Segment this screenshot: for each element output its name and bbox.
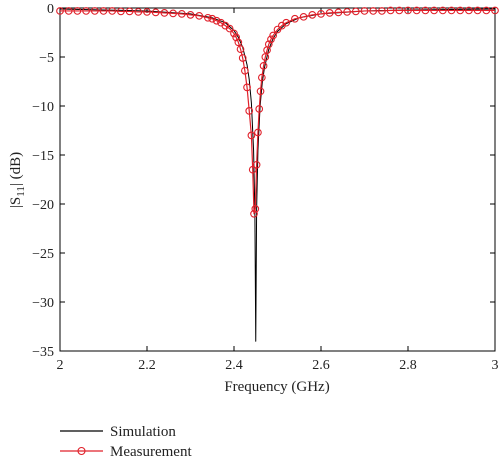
measurement-point	[108, 7, 117, 15]
measurement-point	[234, 38, 243, 47]
measurement-point	[351, 7, 360, 16]
measurement-point	[225, 24, 234, 33]
measurement-point	[177, 10, 186, 18]
measurement-point	[245, 107, 254, 115]
measurement-point	[378, 7, 386, 15]
measurement-point	[360, 7, 369, 15]
series-layer	[56, 6, 499, 342]
measurement-point	[117, 7, 125, 16]
measurement-point	[250, 209, 258, 218]
y-tick-label: −10	[32, 100, 54, 115]
measurement-point	[208, 14, 217, 23]
legend-marker-measurement	[77, 446, 86, 456]
measurement-point	[82, 7, 90, 15]
measurement-point	[261, 53, 270, 61]
x-tick-label: 2.8	[399, 358, 417, 373]
y-tick-label: −5	[39, 51, 54, 66]
measurement-point	[236, 45, 245, 54]
measurement-point	[256, 87, 265, 96]
measurement-point	[269, 31, 278, 40]
measurement-point	[456, 6, 465, 15]
measurement-point	[491, 6, 499, 15]
measurement-point	[395, 6, 404, 15]
measurement-point	[238, 54, 247, 62]
measurement-point	[282, 18, 291, 27]
measurement-point	[134, 8, 143, 16]
measurement-point	[232, 33, 241, 42]
measurement-point	[151, 8, 160, 17]
measurement-point	[255, 105, 264, 113]
x-tick-label: 2.6	[312, 358, 330, 373]
measurement-point	[241, 66, 249, 75]
measurement-point	[473, 6, 482, 15]
measurement-point	[56, 7, 64, 15]
measurement-point	[273, 25, 282, 34]
y-tick-label: −30	[32, 296, 54, 311]
measurement-point	[99, 7, 108, 15]
measurement-point	[204, 13, 212, 22]
legend: Simulation Measurement	[60, 424, 192, 460]
x-tick-label: 2.2	[138, 358, 156, 373]
measurement-point	[267, 35, 275, 44]
measurement-point	[186, 11, 195, 19]
measurement-point	[230, 29, 238, 38]
measurement-point	[251, 205, 260, 213]
measurement-point	[482, 6, 491, 15]
measurement-point	[404, 6, 412, 15]
y-tick-label: 0	[47, 2, 54, 17]
measurement-point	[160, 9, 169, 17]
measurement-point	[125, 7, 134, 16]
y-tick-label: −35	[32, 345, 54, 360]
measurement-point	[465, 6, 473, 15]
measurement-point	[143, 8, 151, 16]
measurement-point	[195, 11, 204, 20]
measurement-point	[243, 83, 251, 92]
measurement-point	[430, 6, 438, 15]
measurement-point	[334, 8, 343, 17]
x-tick-label: 2	[57, 358, 64, 373]
measurement-point	[438, 6, 447, 15]
measurement-point	[90, 7, 99, 15]
x-tick-label: 2.4	[225, 358, 243, 373]
x-tick-label: 3	[492, 358, 499, 373]
measurement-point	[317, 10, 325, 18]
measurement-point	[73, 7, 82, 15]
measurement-point	[64, 7, 73, 15]
legend-label-measurement: Measurement	[110, 444, 192, 460]
measurement-point	[212, 16, 221, 25]
measurement-point	[257, 73, 266, 82]
measurement-point	[259, 61, 268, 70]
y-tick-label: −15	[32, 149, 54, 164]
y-axis-label: |S11| (dB)	[8, 152, 27, 208]
measurement-point	[264, 40, 273, 49]
measurement-point	[369, 7, 378, 15]
measurement-point	[252, 160, 261, 169]
measurement-point	[447, 6, 456, 15]
measurement-point	[247, 131, 256, 140]
measurement-point	[421, 6, 430, 15]
measurement-point	[248, 165, 257, 174]
axis-ticks: 2 2.2 2.4 2.6 2.8 3 0 −5 −10 −15 −20 −25 −30 −35	[32, 2, 498, 373]
measurement-point	[254, 128, 262, 137]
plot-frame	[59, 7, 496, 352]
simulation-line	[59, 8, 496, 342]
measurement-point	[325, 9, 334, 17]
measurement-point	[412, 6, 421, 15]
measurement-point	[169, 9, 177, 18]
x-axis-label: Frequency (GHz)	[224, 379, 329, 395]
y-tick-label: −20	[32, 198, 54, 213]
measurement-point	[386, 6, 395, 15]
legend-label-simulation: Simulation	[110, 424, 176, 440]
measurement-point	[308, 11, 317, 19]
y-tick-label: −25	[32, 247, 54, 262]
measurement-point	[343, 8, 351, 16]
measurement-point	[291, 14, 299, 23]
measurement-line	[60, 9, 495, 215]
measurement-point	[299, 12, 308, 21]
